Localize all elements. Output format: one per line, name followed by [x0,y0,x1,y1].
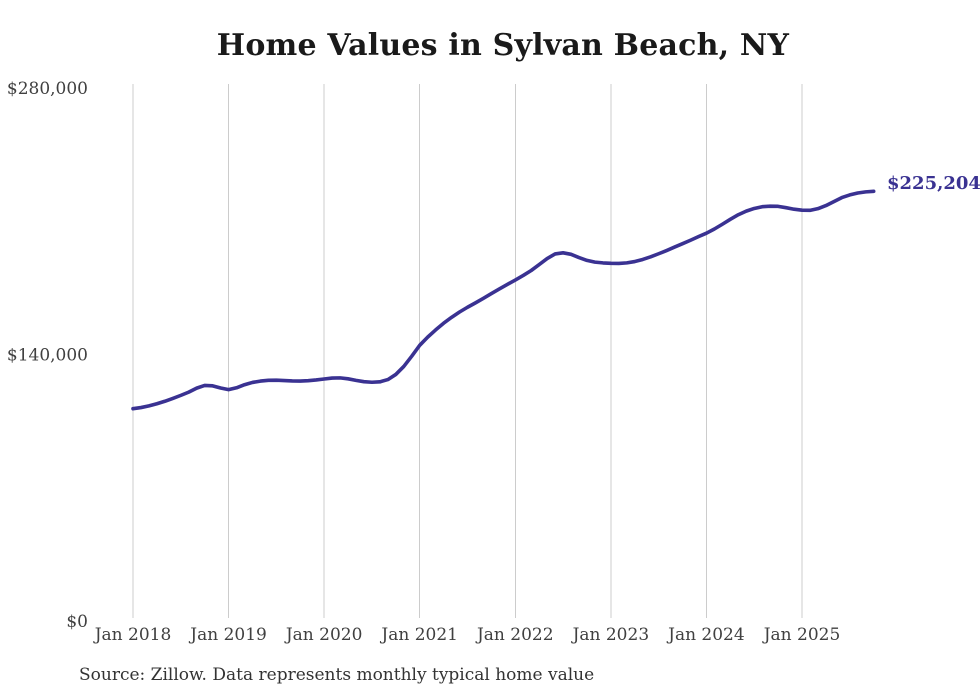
y-tick-label: $280,000 [7,79,88,99]
x-tick-label: Jan 2021 [379,625,458,645]
y-tick-label: $140,000 [7,346,88,366]
x-tick-label: Jan 2024 [666,625,745,645]
x-tick-label: Jan 2023 [571,625,650,645]
x-tick-label: Jan 2020 [284,625,363,645]
y-tick-label: $0 [66,612,88,632]
x-tick-label: Jan 2018 [93,625,172,645]
x-tick-label: Jan 2019 [188,625,267,645]
end-value-label: $225,204 [887,173,980,194]
x-tick-label: Jan 2025 [762,625,841,645]
source-note: Source: Zillow. Data represents monthly … [79,665,595,685]
x-tick-label: Jan 2022 [475,625,554,645]
chart-title: Home Values in Sylvan Beach, NY [216,28,790,63]
home-value-series-line [131,189,876,411]
